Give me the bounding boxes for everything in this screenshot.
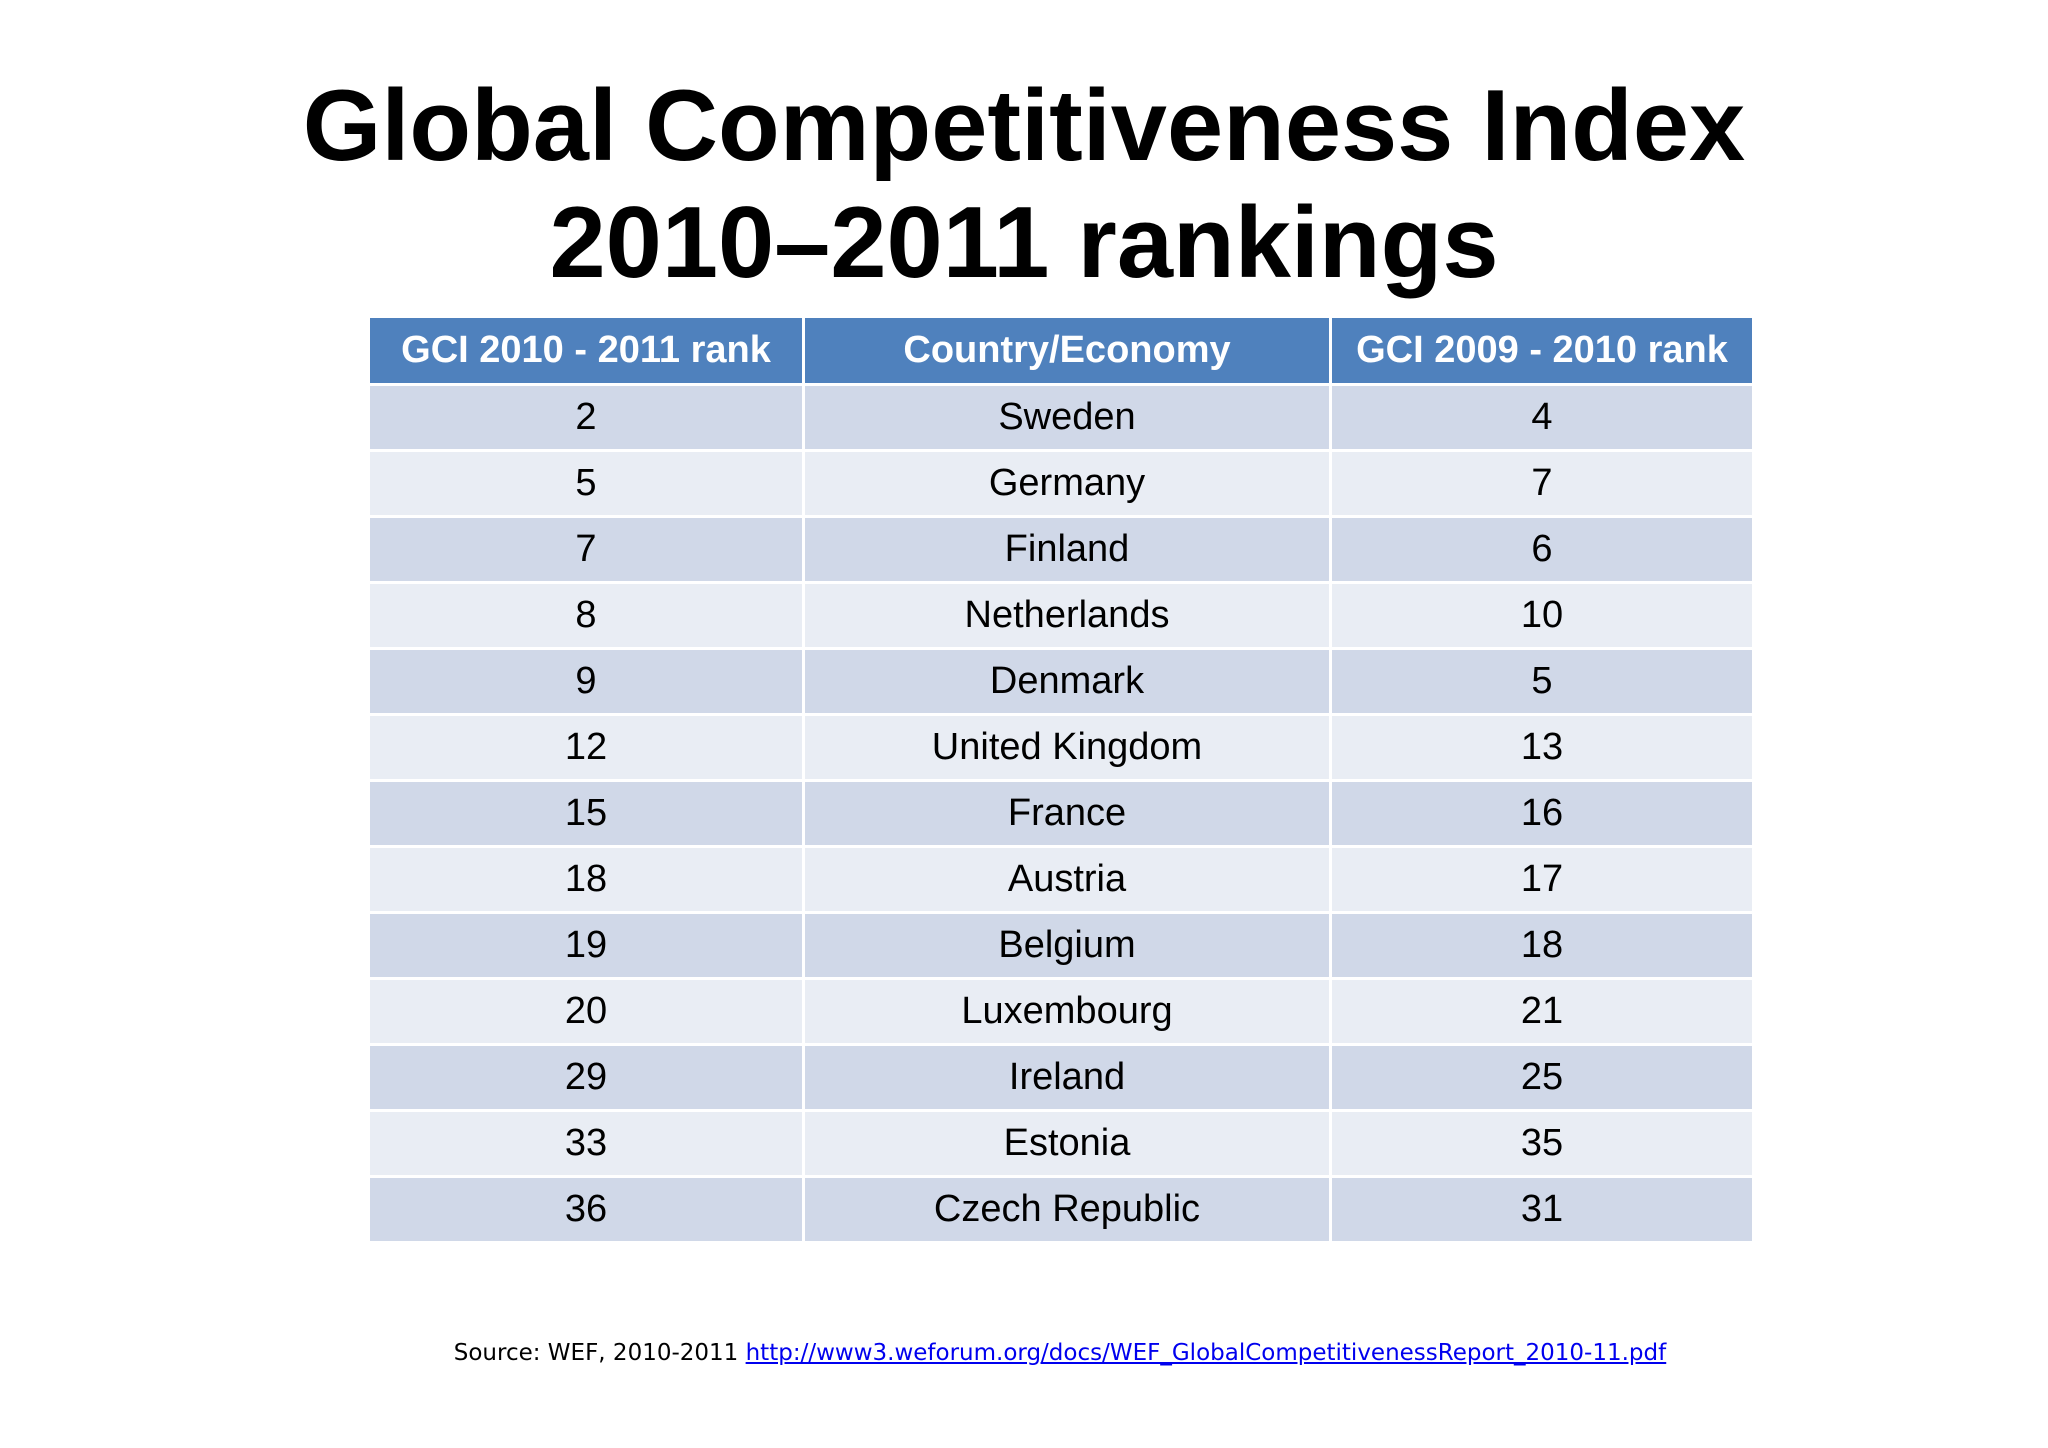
cell-rank-2010-2011: 36 bbox=[367, 1175, 805, 1244]
cell-country: Estonia bbox=[802, 1109, 1332, 1178]
table-row: 36 Czech Republic 31 bbox=[367, 1175, 1755, 1244]
cell-country: Netherlands bbox=[802, 581, 1332, 650]
source-link[interactable]: http://www3.weforum.org/docs/WEF_GlobalC… bbox=[745, 1340, 1667, 1366]
cell-country: Ireland bbox=[802, 1043, 1332, 1112]
cell-rank-2010-2011: 20 bbox=[367, 977, 805, 1046]
table-row: 20 Luxembourg 21 bbox=[367, 977, 1755, 1046]
table-row: 33 Estonia 35 bbox=[367, 1109, 1755, 1178]
cell-rank-2010-2011: 12 bbox=[367, 713, 805, 782]
rankings-table: GCI 2010 - 2011 rank Country/Economy GCI… bbox=[367, 315, 1755, 1244]
cell-country: Austria bbox=[802, 845, 1332, 914]
cell-rank-2009-2010: 10 bbox=[1329, 581, 1755, 650]
table-row: 19 Belgium 18 bbox=[367, 911, 1755, 980]
page-title-line-1: Global Competitiveness Index bbox=[302, 70, 1746, 182]
cell-country: Germany bbox=[802, 449, 1332, 518]
cell-rank-2009-2010: 18 bbox=[1329, 911, 1755, 980]
cell-country: Denmark bbox=[802, 647, 1332, 716]
table-row: 9 Denmark 5 bbox=[367, 647, 1755, 716]
cell-rank-2010-2011: 2 bbox=[367, 383, 805, 452]
table-row: 15 France 16 bbox=[367, 779, 1755, 848]
cell-rank-2009-2010: 25 bbox=[1329, 1043, 1755, 1112]
source-prefix: Source: WEF, 2010-2011 bbox=[453, 1340, 746, 1366]
cell-rank-2009-2010: 7 bbox=[1329, 449, 1755, 518]
table-row: 7 Finland 6 bbox=[367, 515, 1755, 584]
cell-country: Belgium bbox=[802, 911, 1332, 980]
table-body: 2 Sweden 4 5 Germany 7 7 Finland 6 8 Net… bbox=[367, 383, 1755, 1244]
table-header: GCI 2010 - 2011 rank Country/Economy GCI… bbox=[367, 315, 1755, 386]
cell-country: Finland bbox=[802, 515, 1332, 584]
cell-rank-2010-2011: 18 bbox=[367, 845, 805, 914]
cell-rank-2010-2011: 33 bbox=[367, 1109, 805, 1178]
cell-country: Sweden bbox=[802, 383, 1332, 452]
table-row: 2 Sweden 4 bbox=[367, 383, 1755, 452]
table-row: 8 Netherlands 10 bbox=[367, 581, 1755, 650]
cell-country: United Kingdom bbox=[802, 713, 1332, 782]
table-header-row: GCI 2010 - 2011 rank Country/Economy GCI… bbox=[367, 315, 1755, 386]
table-row: 12 United Kingdom 13 bbox=[367, 713, 1755, 782]
cell-rank-2009-2010: 4 bbox=[1329, 383, 1755, 452]
table-row: 29 Ireland 25 bbox=[367, 1043, 1755, 1112]
page-title-line-2: 2010–2011 rankings bbox=[549, 187, 1499, 299]
cell-rank-2009-2010: 35 bbox=[1329, 1109, 1755, 1178]
cell-country: France bbox=[802, 779, 1332, 848]
cell-country: Czech Republic bbox=[802, 1175, 1332, 1244]
column-header-gci-2010-2011-rank: GCI 2010 - 2011 rank bbox=[367, 315, 805, 386]
cell-rank-2010-2011: 29 bbox=[367, 1043, 805, 1112]
table-row: 18 Austria 17 bbox=[367, 845, 1755, 914]
table-row: 5 Germany 7 bbox=[367, 449, 1755, 518]
cell-rank-2009-2010: 21 bbox=[1329, 977, 1755, 1046]
cell-country: Luxembourg bbox=[802, 977, 1332, 1046]
cell-rank-2009-2010: 17 bbox=[1329, 845, 1755, 914]
cell-rank-2010-2011: 8 bbox=[367, 581, 805, 650]
rankings-table-container: GCI 2010 - 2011 rank Country/Economy GCI… bbox=[367, 315, 1755, 1244]
cell-rank-2009-2010: 16 bbox=[1329, 779, 1755, 848]
source-citation: Source: WEF, 2010-2011 http://www3.wefor… bbox=[0, 1340, 2048, 1366]
cell-rank-2009-2010: 13 bbox=[1329, 713, 1755, 782]
cell-rank-2009-2010: 6 bbox=[1329, 515, 1755, 584]
cell-rank-2009-2010: 31 bbox=[1329, 1175, 1755, 1244]
column-header-gci-2009-2010-rank: GCI 2009 - 2010 rank bbox=[1329, 315, 1755, 386]
cell-rank-2010-2011: 5 bbox=[367, 449, 805, 518]
cell-rank-2010-2011: 19 bbox=[367, 911, 805, 980]
column-header-country-economy: Country/Economy bbox=[802, 315, 1332, 386]
page-title: Global Competitiveness Index 2010–2011 r… bbox=[0, 68, 2048, 302]
cell-rank-2010-2011: 15 bbox=[367, 779, 805, 848]
cell-rank-2010-2011: 7 bbox=[367, 515, 805, 584]
cell-rank-2010-2011: 9 bbox=[367, 647, 805, 716]
cell-rank-2009-2010: 5 bbox=[1329, 647, 1755, 716]
